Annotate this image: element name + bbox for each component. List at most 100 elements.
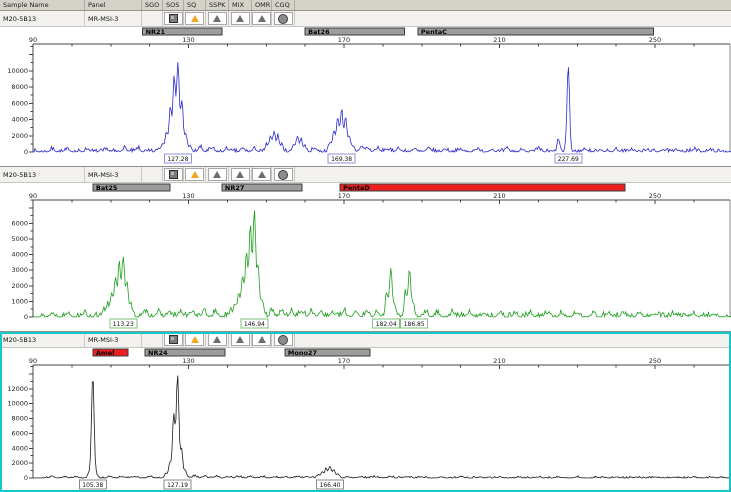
- marker-bar-Amel[interactable]: Amel: [92, 348, 129, 357]
- sq-flag-cell: [184, 332, 206, 347]
- sos-flag-button[interactable]: [163, 168, 183, 181]
- triangle-flag-icon: [236, 15, 244, 22]
- marker-bar-PentaC[interactable]: PentaC: [417, 27, 654, 36]
- marker-bars: Bat25 NR27 PentaD: [92, 183, 626, 192]
- svg-text:8000: 8000: [11, 83, 28, 91]
- column-header-sgo[interactable]: SGO: [142, 0, 163, 10]
- cgq-flag-button[interactable]: [273, 12, 293, 25]
- sample-name-cell[interactable]: M20-5B13: [0, 11, 85, 26]
- mix-flag-button[interactable]: [230, 168, 250, 181]
- sq-flag-cell: [184, 167, 206, 182]
- svg-text:90: 90: [29, 357, 37, 365]
- sos-flag-button[interactable]: [163, 333, 183, 346]
- x-axis: [32, 43, 730, 48]
- svg-text:210: 210: [493, 36, 505, 44]
- marker-bar-Mono27[interactable]: Mono27: [284, 348, 371, 357]
- sos-flag-button[interactable]: [163, 12, 183, 25]
- mix-flag-cell: [229, 332, 252, 347]
- triangle-flag-icon: [190, 15, 199, 22]
- omr-flag-cell: [252, 167, 272, 182]
- mix-flag-button[interactable]: [230, 333, 250, 346]
- svg-text:2000: 2000: [11, 132, 28, 140]
- cgq-flag-button[interactable]: [273, 333, 293, 346]
- svg-text:250: 250: [649, 192, 661, 200]
- marker-bar-Bat26[interactable]: Bat26: [304, 27, 406, 36]
- electropherogram-plot-2: Bat25 NR27 PentaD 90 130 170 210 250 0 1000 2000 30…: [11, 183, 731, 329]
- column-header-mix[interactable]: MIX: [229, 0, 252, 10]
- triangle-flag-icon: [236, 171, 244, 178]
- sq-flag-button[interactable]: [185, 333, 204, 346]
- sq-flag-button[interactable]: [185, 168, 204, 181]
- sample-row-block-1[interactable]: M20-5B13 MR-MSI-3 NR21 Bat26 PentaC 90 130 170 2…: [0, 11, 731, 167]
- peak-size-label: 227.69: [554, 153, 583, 164]
- triangle-flag-icon: [257, 336, 266, 343]
- triangle-flag-icon: [190, 336, 199, 343]
- omr-flag-button[interactable]: [252, 333, 271, 346]
- marker-label: NR24: [148, 349, 168, 357]
- peak-size-label: 127.28: [163, 153, 192, 164]
- sspk-flag-button[interactable]: [207, 333, 227, 346]
- sq-flag-cell: [184, 11, 206, 26]
- marker-bar-NR24[interactable]: NR24: [144, 348, 226, 357]
- column-header-sos[interactable]: SOS: [163, 0, 184, 10]
- electropherogram-plot-3: Amel NR24 Mono27 90 130 170 210 250 0 2000 4000 600…: [7, 348, 731, 490]
- marker-bar-NR21[interactable]: NR21: [142, 27, 223, 36]
- sample-info-row[interactable]: M20-5B13 MR-MSI-3: [0, 332, 731, 348]
- svg-text:4000: 4000: [11, 444, 28, 452]
- cgq-flag-cell: [272, 332, 295, 347]
- y-axis-labels: 0 1000 2000 3000 4000 5000 6000: [11, 219, 28, 321]
- sample-row-block-2[interactable]: M20-5B13 MR-MSI-3 Bat25 NR27 PentaD 90 130 170 2…: [0, 167, 731, 332]
- cgq-flag-button[interactable]: [273, 168, 293, 181]
- column-header-sample-name[interactable]: Sample Name: [0, 0, 85, 10]
- column-header-sspk[interactable]: SSPK: [206, 0, 229, 10]
- svg-text:6000: 6000: [11, 219, 28, 227]
- sample-info-row[interactable]: M20-5B13 MR-MSI-3: [0, 167, 731, 183]
- svg-text:0: 0: [24, 148, 28, 156]
- svg-text:105.38: 105.38: [82, 482, 103, 489]
- panel-name-cell[interactable]: MR-MSI-3: [85, 167, 142, 182]
- column-header-panel[interactable]: Panel: [85, 0, 142, 10]
- svg-text:170: 170: [338, 357, 350, 365]
- x-axis-labels: 90 130 170 210 250: [29, 357, 661, 365]
- marker-bars: Amel NR24 Mono27: [92, 348, 371, 357]
- omr-flag-button[interactable]: [252, 12, 271, 25]
- sample-name-cell[interactable]: M20-5B13: [0, 167, 85, 182]
- electropherogram-plot-1: NR21 Bat26 PentaC 90 130 170 210 250 0 2000 4000 60…: [7, 27, 731, 164]
- trace-polyline: [32, 210, 731, 319]
- marker-bar-Bat25[interactable]: Bat25: [92, 183, 171, 192]
- peak-size-label: 113.23: [109, 318, 138, 329]
- circle-flag-icon: [278, 13, 288, 24]
- sspk-flag-button[interactable]: [207, 12, 227, 25]
- mix-flag-button[interactable]: [230, 12, 250, 25]
- svg-text:210: 210: [493, 192, 505, 200]
- panel-name-cell[interactable]: MR-MSI-3: [85, 332, 142, 347]
- omr-flag-button[interactable]: [252, 168, 271, 181]
- sample-row-block-3[interactable]: M20-5B13 MR-MSI-3 Amel NR24 Mono27 90 130 170 21…: [0, 332, 731, 492]
- y-axis: [29, 199, 34, 318]
- panel-name-cell[interactable]: MR-MSI-3: [85, 11, 142, 26]
- marker-bar-PentaD[interactable]: PentaD: [339, 183, 626, 192]
- svg-text:1000: 1000: [11, 297, 28, 305]
- marker-label: Bat25: [96, 184, 118, 192]
- sample-info-row[interactable]: M20-5B13 MR-MSI-3: [0, 11, 731, 27]
- sq-flag-button[interactable]: [185, 12, 204, 25]
- peak-size-label: 166.40: [316, 479, 344, 490]
- marker-label: PentaC: [421, 28, 447, 36]
- column-header-omr[interactable]: OMR: [252, 0, 272, 10]
- x-axis: [32, 364, 730, 369]
- marker-label: NR27: [225, 184, 245, 192]
- trace-polyline: [33, 62, 731, 154]
- svg-text:113.23: 113.23: [113, 321, 134, 328]
- svg-text:10000: 10000: [7, 67, 28, 75]
- triangle-flag-icon: [190, 171, 199, 178]
- svg-text:6000: 6000: [11, 99, 28, 107]
- column-header-cgq[interactable]: CGQ: [272, 0, 295, 10]
- omr-flag-cell: [252, 11, 272, 26]
- sample-name-cell[interactable]: M20-5B13: [0, 332, 85, 347]
- triangle-flag-icon: [213, 171, 221, 178]
- column-header-sq[interactable]: SQ: [184, 0, 206, 10]
- sspk-flag-button[interactable]: [207, 168, 227, 181]
- x-axis-labels: 90 130 170 210 250: [29, 192, 661, 200]
- marker-bar-NR27[interactable]: NR27: [221, 183, 303, 192]
- svg-text:166.40: 166.40: [320, 482, 341, 489]
